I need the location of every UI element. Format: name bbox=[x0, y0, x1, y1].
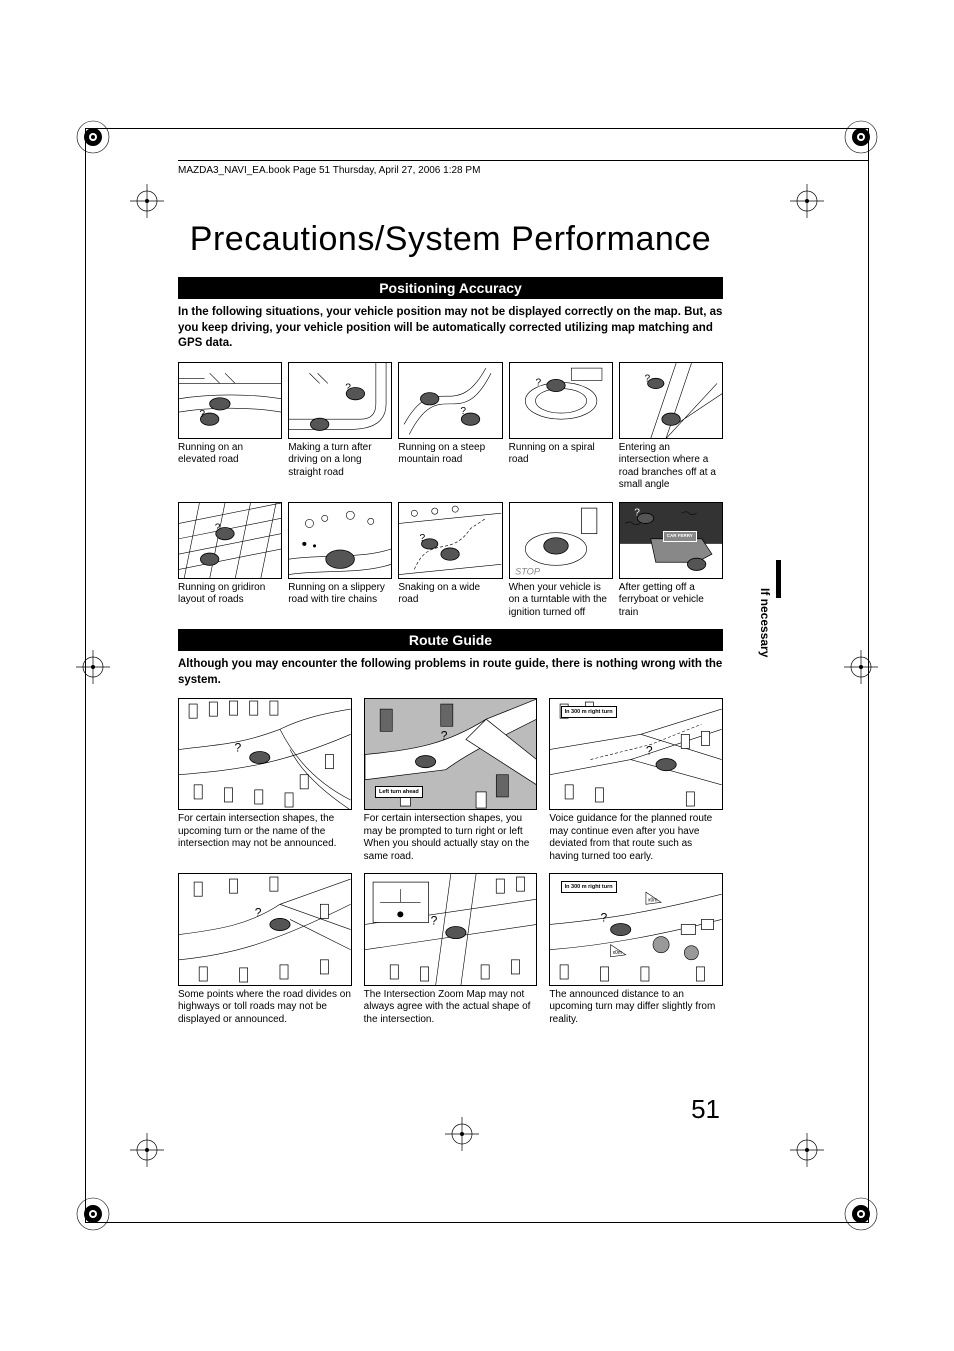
svg-text:?: ? bbox=[440, 729, 447, 743]
accuracy-grid-row2: ? Running on gridiron layout of roads Ru… bbox=[178, 502, 723, 620]
caption: The Intersection Zoom Map may not always… bbox=[364, 989, 538, 1027]
accuracy-item: ? Running on a spiral road bbox=[509, 362, 613, 492]
caption: Running on a slippery road with tire cha… bbox=[288, 582, 392, 607]
svg-text:?: ? bbox=[535, 377, 541, 388]
side-tab-marker bbox=[776, 560, 781, 598]
route-grid-row2: ? Some points where the road divides on … bbox=[178, 873, 723, 1026]
caption: Snaking on a wide road bbox=[398, 582, 502, 607]
svg-text:?: ? bbox=[199, 409, 205, 420]
gridiron-icon: ? bbox=[178, 502, 282, 579]
caption: Entering an intersection where a road br… bbox=[619, 442, 723, 492]
page-title: Precautions/System Performance bbox=[178, 220, 723, 259]
route-item: ? x0m x0m In 300 m right turn The announ… bbox=[549, 873, 723, 1026]
caption: Making a turn after driving on a long st… bbox=[288, 442, 392, 480]
svg-text:?: ? bbox=[345, 382, 351, 393]
crosshair-icon bbox=[130, 184, 164, 218]
accuracy-item: ? Entering an intersection where a road … bbox=[619, 362, 723, 492]
in-300m-label-2: In 300 m right turn bbox=[561, 881, 617, 893]
svg-text:?: ? bbox=[634, 507, 640, 518]
left-turn-label: Left turn ahead bbox=[375, 786, 423, 798]
route-grid-row1: ? For certain intersection shapes, the u… bbox=[178, 698, 723, 863]
crosshair-icon bbox=[790, 1133, 824, 1167]
crosshair-icon bbox=[130, 1133, 164, 1167]
crosshair-icon bbox=[790, 184, 824, 218]
spiral-road-icon: ? bbox=[509, 362, 613, 439]
side-tab-label: If necessary bbox=[758, 588, 772, 657]
svg-text:x0m: x0m bbox=[648, 898, 658, 904]
accuracy-item: ? Running on gridiron layout of roads bbox=[178, 502, 282, 620]
in-300m-label: In 300 m right turn bbox=[561, 706, 617, 718]
svg-text:?: ? bbox=[215, 522, 221, 533]
route-item: ? For certain intersection shapes, the u… bbox=[178, 698, 352, 863]
caption: Running on a spiral road bbox=[509, 442, 613, 467]
accuracy-item: ? Running on a steep mountain road bbox=[398, 362, 502, 492]
page-content: Precautions/System Performance Positioni… bbox=[178, 200, 723, 1036]
svg-text:?: ? bbox=[644, 373, 650, 384]
caption: For certain intersection shapes, the upc… bbox=[178, 813, 352, 851]
accuracy-item: Running on a slippery road with tire cha… bbox=[288, 502, 392, 620]
svg-text:?: ? bbox=[601, 911, 608, 925]
caption: Running on gridiron layout of roads bbox=[178, 582, 282, 607]
accuracy-item: ? Snaking on a wide road bbox=[398, 502, 502, 620]
crosshair-icon bbox=[844, 650, 878, 684]
reg-mark-icon bbox=[76, 120, 110, 154]
caption: After getting off a ferryboat or vehicle… bbox=[619, 582, 723, 620]
route-item: ? Left turn ahead For certain intersecti… bbox=[364, 698, 538, 863]
svg-text:?: ? bbox=[646, 744, 653, 758]
caption: The announced distance to an upcoming tu… bbox=[549, 989, 723, 1027]
zoom-map-icon: ? bbox=[364, 873, 538, 985]
svg-text:?: ? bbox=[430, 914, 437, 928]
route-item: ? In 300 m right turn Voice guidance for… bbox=[549, 698, 723, 863]
intersection-branch-icon: ? bbox=[619, 362, 723, 439]
announced-distance-icon: ? x0m x0m In 300 m right turn bbox=[549, 873, 723, 985]
route-item: ? The Intersection Zoom Map may not alwa… bbox=[364, 873, 538, 1026]
accuracy-item: ? CAR FERRY After getting off a ferryboa… bbox=[619, 502, 723, 620]
mountain-road-icon: ? bbox=[398, 362, 502, 439]
intersection-shape-2-icon: ? Left turn ahead bbox=[364, 698, 538, 810]
caption: Running on an elevated road bbox=[178, 442, 282, 467]
voice-guidance-deviation-icon: ? In 300 m right turn bbox=[549, 698, 723, 810]
caption: When your vehicle is on a turntable with… bbox=[509, 582, 613, 620]
caption: Some points where the road divides on hi… bbox=[178, 989, 352, 1027]
svg-text:STOP: STOP bbox=[515, 566, 541, 576]
crosshair-icon bbox=[76, 650, 110, 684]
crosshair-icon bbox=[445, 1117, 479, 1151]
intersection-shape-1-icon: ? bbox=[178, 698, 352, 810]
svg-text:?: ? bbox=[420, 533, 426, 544]
snaking-road-icon: ? bbox=[398, 502, 502, 579]
section-heading-2: Route Guide bbox=[178, 629, 723, 651]
svg-text:x0m: x0m bbox=[613, 950, 623, 956]
ferryboat-icon: ? CAR FERRY bbox=[619, 502, 723, 579]
turn-after-straight-icon: ? bbox=[288, 362, 392, 439]
caption: Voice guidance for the planned route may… bbox=[549, 813, 723, 863]
page-header: MAZDA3_NAVI_EA.book Page 51 Thursday, Ap… bbox=[178, 160, 869, 176]
route-item: ? Some points where the road divides on … bbox=[178, 873, 352, 1026]
page-number: 51 bbox=[691, 1094, 720, 1125]
caption: For certain intersection shapes, you may… bbox=[364, 813, 538, 863]
elevated-road-icon: ? bbox=[178, 362, 282, 439]
accuracy-item: ? Making a turn after driving on a long … bbox=[288, 362, 392, 492]
reg-mark-icon bbox=[844, 120, 878, 154]
accuracy-item: STOP When your vehicle is on a turntable… bbox=[509, 502, 613, 620]
section-2-intro: Although you may encounter the following… bbox=[178, 657, 723, 688]
header-text: MAZDA3_NAVI_EA.book Page 51 Thursday, Ap… bbox=[178, 165, 480, 176]
section-heading-1: Positioning Accuracy bbox=[178, 277, 723, 299]
svg-text:?: ? bbox=[235, 741, 242, 755]
ferry-label: CAR FERRY bbox=[663, 531, 697, 542]
reg-mark-icon bbox=[844, 1197, 878, 1231]
slippery-road-icon bbox=[288, 502, 392, 579]
svg-text:?: ? bbox=[255, 906, 262, 920]
section-1-intro: In the following situations, your vehicl… bbox=[178, 305, 723, 352]
turntable-icon: STOP bbox=[509, 502, 613, 579]
road-divide-icon: ? bbox=[178, 873, 352, 985]
accuracy-item: ? Running on an elevated road bbox=[178, 362, 282, 492]
accuracy-grid-row1: ? Running on an elevated road ? Making a… bbox=[178, 362, 723, 492]
caption: Running on a steep mountain road bbox=[398, 442, 502, 467]
side-tab: If necessary bbox=[758, 588, 774, 698]
reg-mark-icon bbox=[76, 1197, 110, 1231]
